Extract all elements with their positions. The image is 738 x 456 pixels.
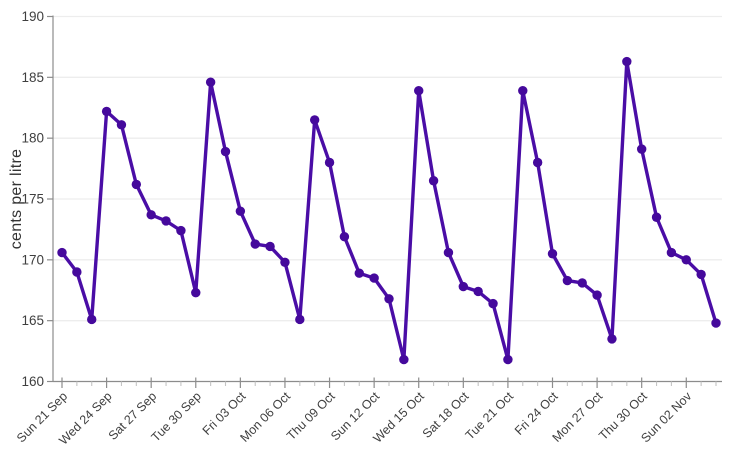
data-point xyxy=(458,281,469,292)
data-point xyxy=(72,267,82,277)
data-point xyxy=(384,294,394,304)
data-point xyxy=(57,247,67,258)
data-point xyxy=(518,86,528,96)
data-point xyxy=(681,255,691,265)
data-point xyxy=(399,354,409,365)
data-point xyxy=(220,146,231,157)
y-tick-label: 190 xyxy=(21,9,44,24)
y-axis-title: cents per litre xyxy=(8,148,25,250)
data-point xyxy=(562,275,573,286)
data-point xyxy=(265,241,275,252)
data-point xyxy=(324,157,335,168)
data-point xyxy=(651,212,662,222)
data-point xyxy=(577,278,587,288)
data-point xyxy=(101,106,112,117)
data-point xyxy=(191,287,201,298)
data-point xyxy=(503,354,513,365)
data-point xyxy=(87,314,97,325)
data-point xyxy=(161,216,171,226)
data-point xyxy=(607,334,617,344)
data-point xyxy=(235,206,246,216)
data-point xyxy=(280,257,290,267)
data-point xyxy=(592,290,602,300)
data-point xyxy=(369,273,379,283)
data-point xyxy=(339,232,350,242)
data-point xyxy=(696,269,706,280)
data-point xyxy=(250,239,260,249)
data-point xyxy=(622,56,632,67)
data-point xyxy=(131,179,142,190)
y-tick-label: 185 xyxy=(21,70,44,85)
data-point xyxy=(116,120,127,130)
data-point xyxy=(295,314,305,325)
y-tick-label: 170 xyxy=(21,252,44,267)
data-point xyxy=(473,286,483,297)
y-tick-label: 175 xyxy=(21,192,44,207)
y-tick-label: 160 xyxy=(21,374,44,389)
data-point xyxy=(532,157,543,168)
data-point xyxy=(354,268,364,278)
data-point xyxy=(711,318,721,328)
data-point xyxy=(309,115,320,125)
x-tick-label: Tue 21 Oct xyxy=(463,389,517,443)
data-point xyxy=(176,225,186,236)
data-point xyxy=(547,249,558,259)
price-line xyxy=(60,59,718,362)
data-point xyxy=(636,144,647,154)
data-point xyxy=(428,176,439,186)
y-tick-label: 180 xyxy=(21,131,44,146)
data-point xyxy=(443,247,454,258)
data-point xyxy=(146,210,156,220)
data-point xyxy=(205,77,216,87)
data-point xyxy=(488,298,498,309)
y-tick-label: 165 xyxy=(21,313,44,328)
data-point xyxy=(414,86,424,96)
data-point xyxy=(666,247,677,258)
